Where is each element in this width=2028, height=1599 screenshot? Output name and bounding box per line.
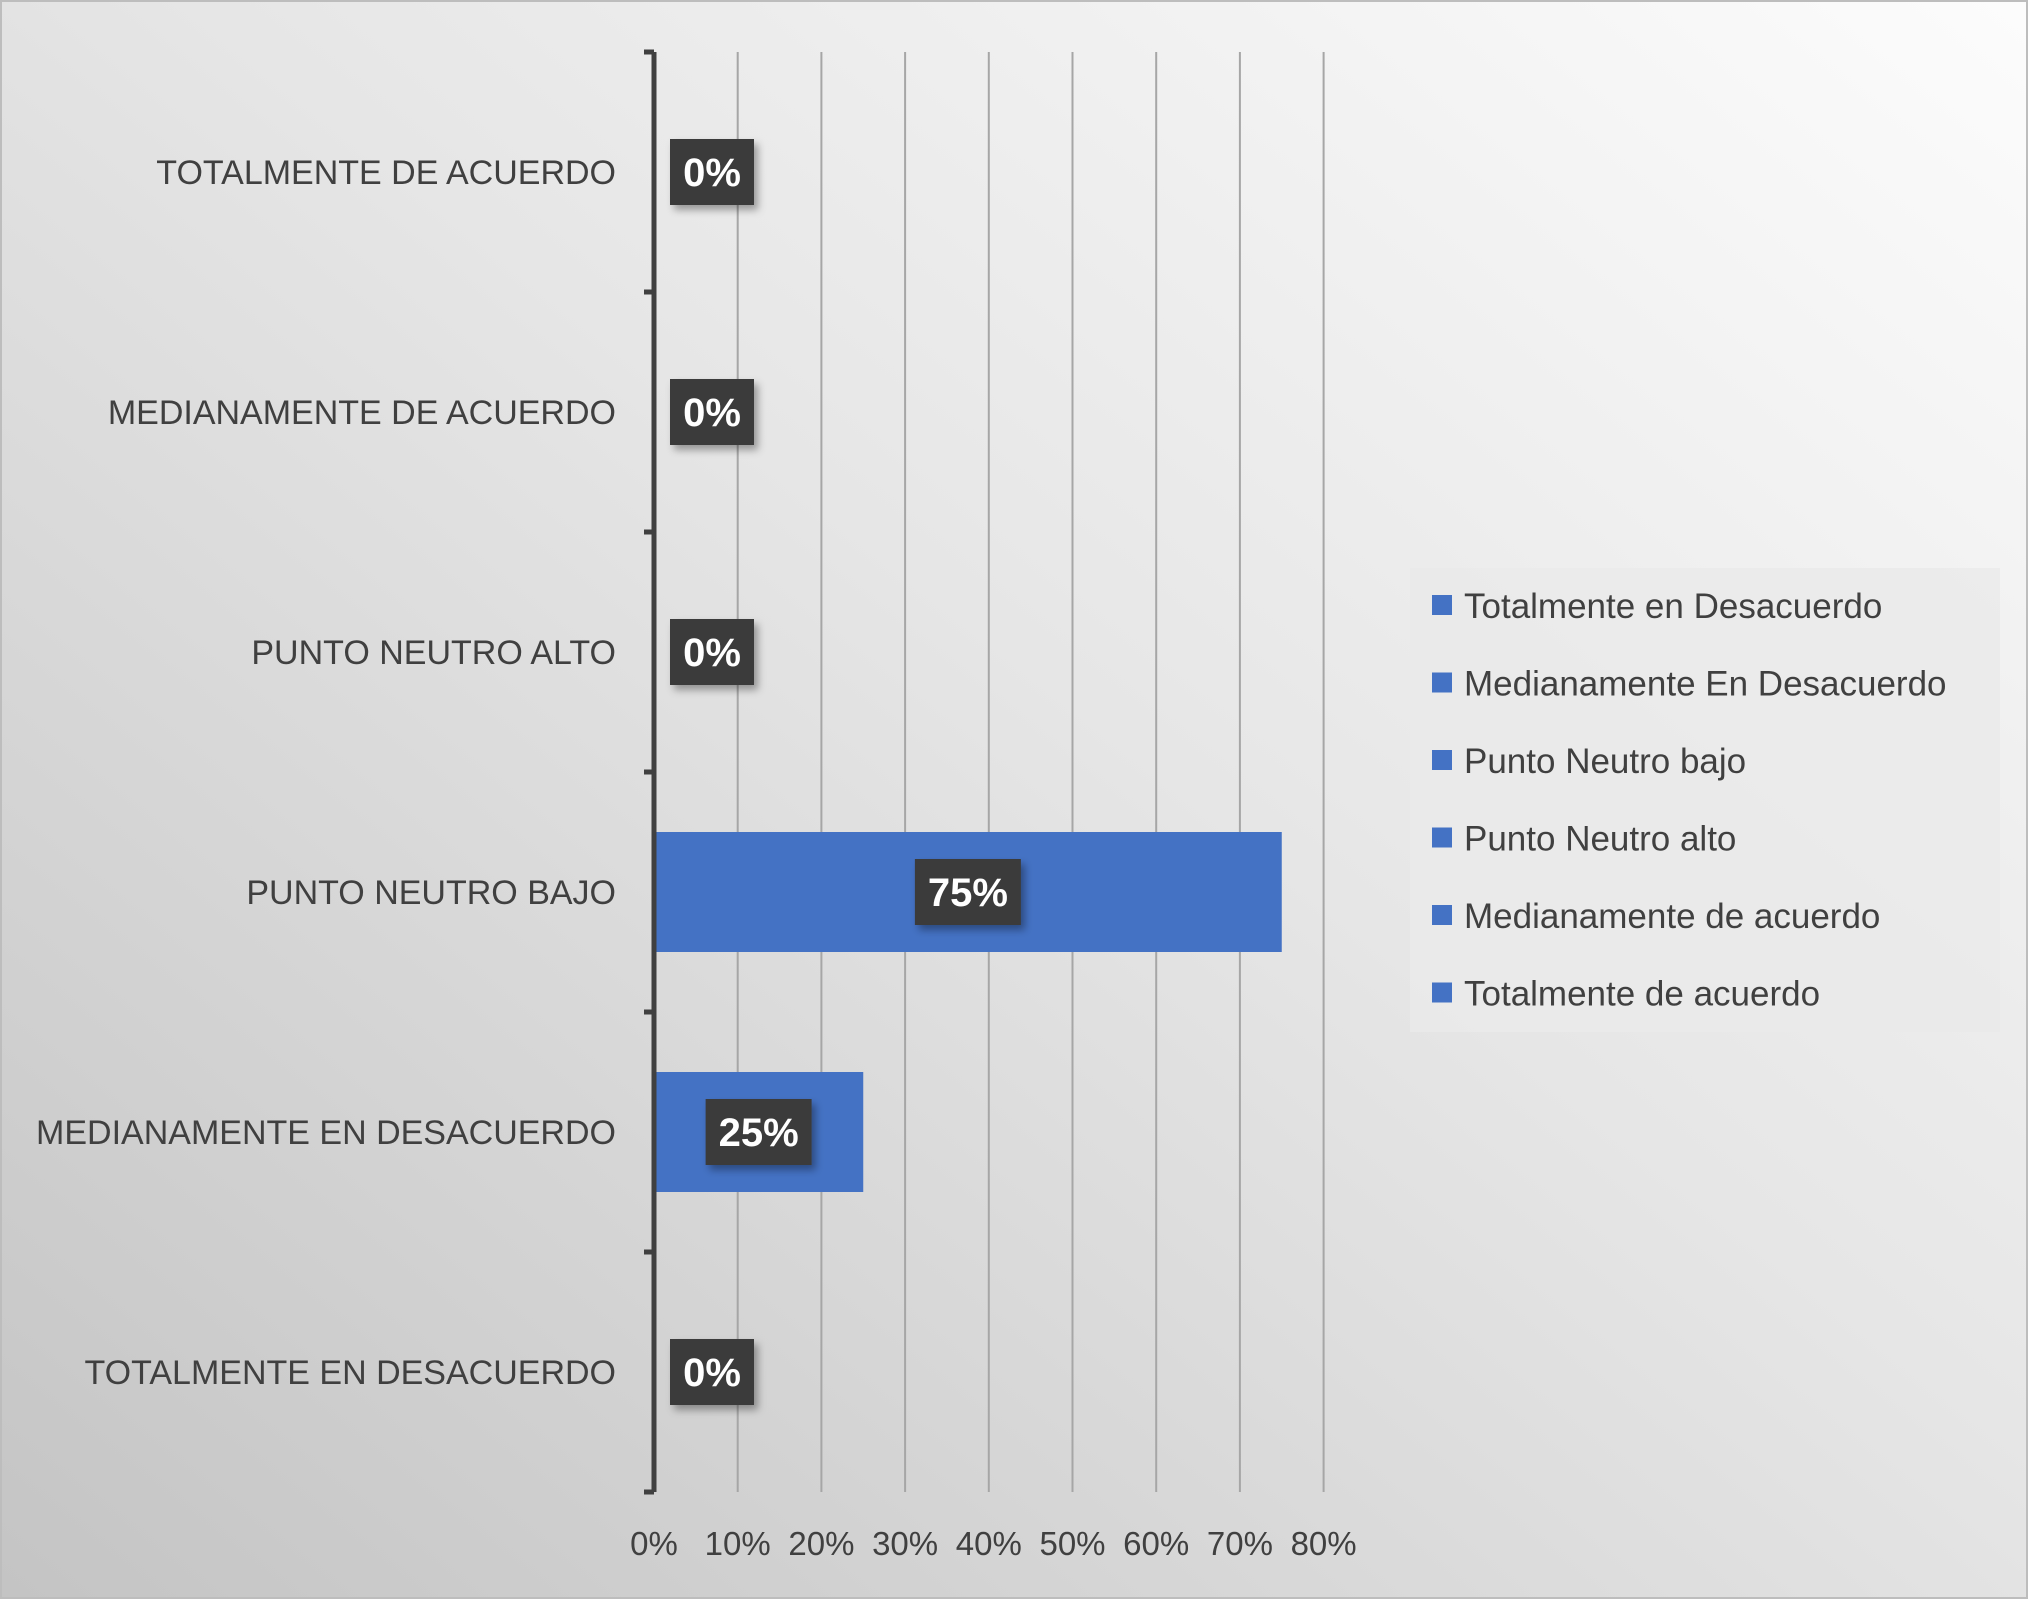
x-tick-label: 70% [1207, 1525, 1273, 1562]
x-tick-label: 60% [1123, 1525, 1189, 1562]
data-label-box [670, 619, 754, 685]
category-label: PUNTO NEUTRO ALTO [251, 634, 616, 672]
legend-item: Medianamente En Desacuerdo [1432, 665, 1947, 704]
legend-swatch [1432, 750, 1452, 770]
data-label-box [705, 1099, 812, 1165]
data-label-box [670, 139, 754, 205]
x-tick-label: 0% [630, 1525, 678, 1562]
legend-label: Medianamente de acuerdo [1464, 897, 1880, 936]
data-label: 75% [914, 859, 1021, 925]
legend-item: Punto Neutro alto [1432, 820, 1736, 859]
legend-item: Medianamente de acuerdo [1432, 897, 1880, 936]
data-label-box [670, 379, 754, 445]
axes: 0% 10% 20% 30% 40% 50% 60% 70% 80% TOTALMENTE DE … [36, 49, 1357, 1562]
legend-swatch [1432, 982, 1452, 1003]
legend-label: Totalmente en Desacuerdo [1464, 587, 1882, 626]
data-labels: 0% 0% 0% 75% 25% 0% [670, 139, 1021, 1405]
x-tick-label: 10% [705, 1525, 771, 1562]
category-label: TOTALMENTE DE ACUERDO [156, 154, 616, 192]
data-label-box [670, 1339, 754, 1405]
data-label: 25% [705, 1099, 812, 1165]
data-label-text: 0% [683, 391, 741, 435]
legend-box [1410, 568, 2000, 1032]
x-tick-label: 50% [1039, 1525, 1105, 1562]
legend-swatch [1432, 905, 1452, 925]
legend-label: Totalmente de acuerdo [1464, 975, 1820, 1014]
x-tick-label: 30% [872, 1525, 938, 1562]
data-label-text: 25% [719, 1111, 799, 1155]
x-tick-label: 40% [956, 1525, 1022, 1562]
data-label-text: 0% [683, 631, 741, 675]
legend-swatch [1432, 672, 1452, 693]
legend-label: Medianamente En Desacuerdo [1464, 665, 1947, 704]
data-label-text: 75% [928, 871, 1008, 915]
data-label: 0% [670, 379, 754, 445]
category-label: MEDIANAMENTE EN DESACUERDO [36, 1114, 616, 1152]
legend-label: Punto Neutro alto [1464, 820, 1736, 859]
data-label-box [914, 859, 1021, 925]
gridlines [736, 52, 1325, 1492]
category-label: PUNTO NEUTRO BAJO [246, 874, 616, 912]
legend-label: Punto Neutro bajo [1464, 742, 1746, 781]
legend-item: Punto Neutro bajo [1432, 742, 1746, 781]
legend-item: Totalmente en Desacuerdo [1432, 587, 1882, 626]
data-label: 0% [670, 619, 754, 685]
legend-item: Totalmente de acuerdo [1432, 975, 1820, 1014]
category-label: MEDIANAMENTE DE ACUERDO [108, 394, 616, 432]
x-tick-label: 20% [788, 1525, 854, 1562]
legend-swatch [1432, 595, 1452, 615]
data-label: 0% [670, 1339, 754, 1405]
data-label-text: 0% [683, 1351, 741, 1395]
data-label-text: 0% [683, 151, 741, 195]
data-label: 0% [670, 139, 754, 205]
category-label: TOTALMENTE EN DESACUERDO [85, 1354, 616, 1392]
legend: Totalmente en Desacuerdo Medianamente En … [1410, 568, 2000, 1032]
x-tick-label: 80% [1291, 1525, 1357, 1562]
legend-swatch [1432, 827, 1452, 848]
